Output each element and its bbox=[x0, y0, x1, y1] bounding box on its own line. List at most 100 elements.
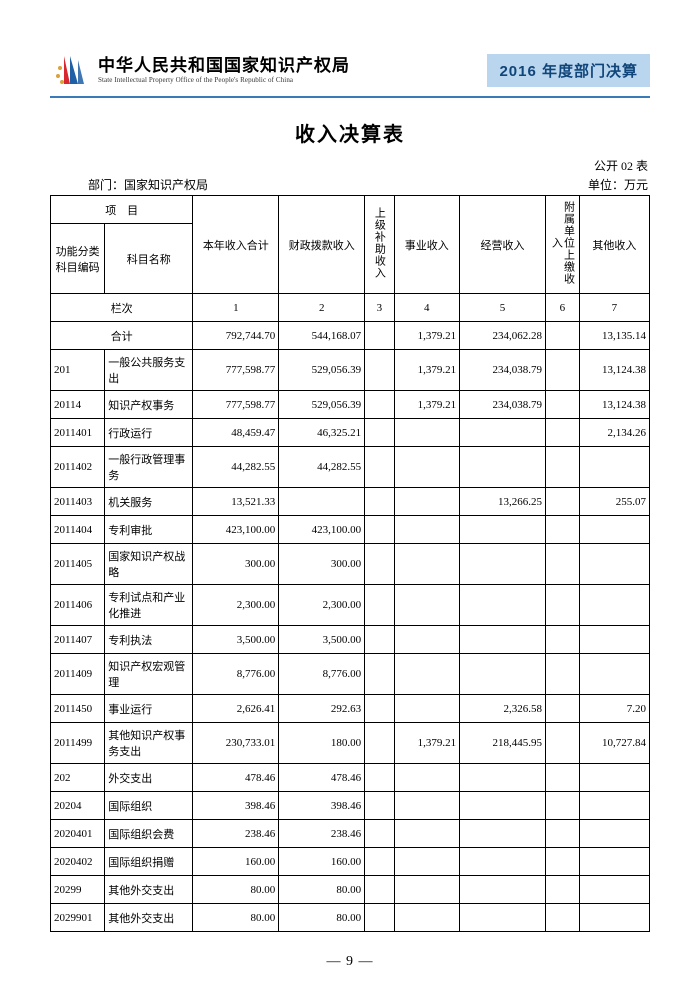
cell-value bbox=[460, 585, 546, 626]
cell-code: 201 bbox=[51, 350, 105, 391]
th-project: 项 目 bbox=[51, 196, 193, 224]
cell-value bbox=[460, 447, 546, 488]
meta-row-bottom: 部门：国家知识产权局 单位：万元 bbox=[50, 176, 650, 193]
cell-value bbox=[579, 792, 649, 820]
cell-value bbox=[460, 820, 546, 848]
cell-value bbox=[394, 544, 460, 585]
page-number: — 9 — bbox=[50, 954, 650, 970]
cell-value: 80.00 bbox=[279, 904, 365, 932]
th-code: 功能分类科目编码 bbox=[51, 224, 105, 294]
cell-name: 一般行政管理事务 bbox=[105, 447, 193, 488]
sipo-logo-icon bbox=[50, 50, 90, 90]
income-table: 项 目 本年收入合计 财政拨款收入 上级补助收入 事业收入 经营收入 附属单位上… bbox=[50, 195, 650, 932]
cell-value: 230,733.01 bbox=[193, 723, 279, 764]
cell-value: 80.00 bbox=[193, 876, 279, 904]
lane-7: 7 bbox=[579, 294, 649, 322]
cell-name: 国家知识产权战略 bbox=[105, 544, 193, 585]
cell-name: 机关服务 bbox=[105, 488, 193, 516]
cell-value: 46,325.21 bbox=[279, 419, 365, 447]
cell-value: 13,124.38 bbox=[579, 391, 649, 419]
cell-code: 2011450 bbox=[51, 695, 105, 723]
cell-value bbox=[394, 626, 460, 654]
table-row: 2011403机关服务13,521.3313,266.25255.07 bbox=[51, 488, 650, 516]
cell-value: 544,168.07 bbox=[279, 322, 365, 350]
cell-value bbox=[394, 488, 460, 516]
cell-value: 13,135.14 bbox=[579, 322, 649, 350]
cell-value: 777,598.77 bbox=[193, 350, 279, 391]
cell-value: 777,598.77 bbox=[193, 391, 279, 419]
cell-value: 529,056.39 bbox=[279, 350, 365, 391]
form-number: 公开 02 表 bbox=[594, 157, 648, 174]
cell-value: 238.46 bbox=[193, 820, 279, 848]
cell-value bbox=[545, 350, 579, 391]
cell-code: 2011409 bbox=[51, 654, 105, 695]
cell-name: 专利试点和产业化推进 bbox=[105, 585, 193, 626]
cell-name: 外交支出 bbox=[105, 764, 193, 792]
cell-name: 其他知识产权事务支出 bbox=[105, 723, 193, 764]
lane-6: 6 bbox=[545, 294, 579, 322]
cell-value: 234,062.28 bbox=[460, 322, 546, 350]
table-row: 2011404专利审批423,100.00423,100.00 bbox=[51, 516, 650, 544]
cell-value: 234,038.79 bbox=[460, 391, 546, 419]
cell-value: 160.00 bbox=[279, 848, 365, 876]
cell-value bbox=[394, 447, 460, 488]
cell-value bbox=[365, 419, 394, 447]
cell-value bbox=[365, 322, 394, 350]
cell-value: 160.00 bbox=[193, 848, 279, 876]
cell-value bbox=[394, 820, 460, 848]
cell-value: 1,379.21 bbox=[394, 723, 460, 764]
cell-value bbox=[460, 904, 546, 932]
cell-value bbox=[545, 419, 579, 447]
table-row: 20299其他外交支出80.0080.00 bbox=[51, 876, 650, 904]
cell-value bbox=[365, 350, 394, 391]
cell-value: 13,124.38 bbox=[579, 350, 649, 391]
cell-value bbox=[365, 626, 394, 654]
cell-value bbox=[579, 516, 649, 544]
cell-value bbox=[545, 322, 579, 350]
cell-value bbox=[365, 820, 394, 848]
cell-value bbox=[460, 626, 546, 654]
cell-value: 2,300.00 bbox=[193, 585, 279, 626]
cell-code: 2020402 bbox=[51, 848, 105, 876]
cell-value bbox=[545, 695, 579, 723]
cell-name: 行政运行 bbox=[105, 419, 193, 447]
cell-value bbox=[365, 695, 394, 723]
cell-value: 80.00 bbox=[193, 904, 279, 932]
table-row: 2011401行政运行48,459.4746,325.212,134.26 bbox=[51, 419, 650, 447]
cell-value bbox=[460, 764, 546, 792]
cell-value: 398.46 bbox=[279, 792, 365, 820]
cell-code: 2011405 bbox=[51, 544, 105, 585]
cell-code: 2011407 bbox=[51, 626, 105, 654]
cell-value: 238.46 bbox=[279, 820, 365, 848]
cell-value bbox=[365, 585, 394, 626]
cell-value: 1,379.21 bbox=[394, 350, 460, 391]
cell-value: 1,379.21 bbox=[394, 322, 460, 350]
cell-value bbox=[545, 391, 579, 419]
table-head: 项 目 本年收入合计 财政拨款收入 上级补助收入 事业收入 经营收入 附属单位上… bbox=[51, 196, 650, 322]
cell-value: 2,326.58 bbox=[460, 695, 546, 723]
cell-total-label: 合计 bbox=[51, 322, 193, 350]
cell-value: 300.00 bbox=[193, 544, 279, 585]
table-row: 2020402国际组织捐赠160.00160.00 bbox=[51, 848, 650, 876]
cell-code: 20204 bbox=[51, 792, 105, 820]
table-row: 2029901其他外交支出80.0080.00 bbox=[51, 904, 650, 932]
cell-value bbox=[579, 544, 649, 585]
cell-value bbox=[545, 764, 579, 792]
table-row: 201一般公共服务支出777,598.77529,056.391,379.212… bbox=[51, 350, 650, 391]
cell-value bbox=[365, 792, 394, 820]
cell-value: 218,445.95 bbox=[460, 723, 546, 764]
cell-value bbox=[579, 904, 649, 932]
lane-1: 1 bbox=[193, 294, 279, 322]
cell-value: 423,100.00 bbox=[279, 516, 365, 544]
cell-value bbox=[545, 516, 579, 544]
cell-value: 80.00 bbox=[279, 876, 365, 904]
cell-code: 2029901 bbox=[51, 904, 105, 932]
cell-value: 3,500.00 bbox=[193, 626, 279, 654]
cell-value: 13,521.33 bbox=[193, 488, 279, 516]
cell-name: 一般公共服务支出 bbox=[105, 350, 193, 391]
cell-value bbox=[365, 488, 394, 516]
org-name-block: 中华人民共和国国家知识产权局 State Intellectual Proper… bbox=[98, 56, 350, 85]
cell-value bbox=[460, 544, 546, 585]
cell-value: 13,266.25 bbox=[460, 488, 546, 516]
dept-label: 部门：国家知识产权局 bbox=[52, 176, 208, 193]
